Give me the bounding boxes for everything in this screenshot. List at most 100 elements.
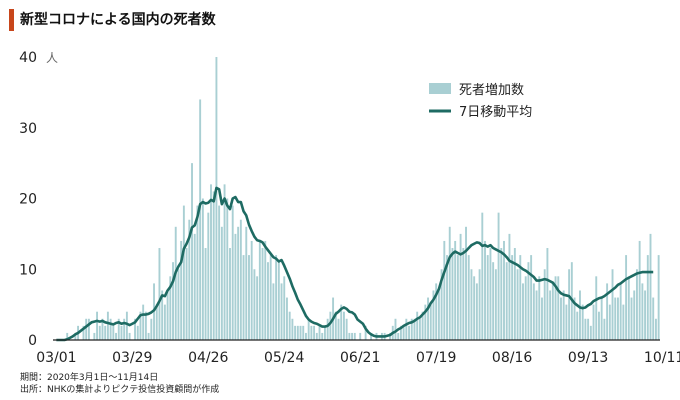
bar [364, 325, 367, 340]
x-tick-label: 03/01 [36, 350, 76, 366]
bar [456, 255, 459, 340]
bar [500, 248, 503, 340]
bar [619, 283, 622, 340]
bar [261, 248, 264, 340]
bar [633, 290, 636, 340]
legend-line-label: 7日移動平均 [459, 105, 532, 120]
bar [359, 332, 362, 340]
bar [595, 276, 598, 340]
bar [242, 255, 245, 340]
bar [87, 318, 90, 340]
bar [144, 311, 147, 340]
bar [229, 248, 231, 340]
bar [435, 283, 438, 340]
bar [201, 198, 204, 340]
bar [432, 290, 435, 340]
bar [644, 290, 647, 340]
bar [443, 240, 446, 340]
bar [98, 325, 101, 340]
bar [416, 311, 419, 340]
bar [150, 318, 153, 340]
bar [630, 297, 633, 340]
bar [478, 269, 481, 340]
bar [188, 219, 191, 340]
bar [522, 283, 524, 340]
bar [598, 311, 600, 340]
bar [172, 262, 174, 340]
bar [204, 248, 207, 340]
bar [196, 205, 199, 340]
bar [96, 311, 98, 340]
bar [193, 233, 196, 341]
bar [554, 276, 557, 340]
bar [408, 325, 410, 340]
legend-bar-swatch [429, 83, 451, 94]
bar [649, 233, 652, 341]
bar [622, 304, 625, 341]
bar [481, 212, 484, 340]
bar [617, 297, 619, 340]
x-tick-label: 09/13 [568, 350, 608, 366]
bar [394, 318, 397, 340]
bar [264, 240, 267, 340]
bar [340, 304, 343, 341]
bar [543, 269, 546, 340]
bar [437, 290, 440, 340]
bar [424, 304, 427, 341]
bar [353, 332, 356, 340]
x-tick-label: 10/11 [644, 350, 680, 366]
x-tick-label: 03/29 [112, 350, 152, 366]
bar [646, 255, 649, 340]
bar [337, 318, 340, 340]
bar [161, 290, 164, 340]
bar [532, 283, 535, 340]
bar [516, 269, 519, 340]
bar [418, 318, 421, 340]
chart-title: 新型コロナによる国内の死者数 [20, 12, 216, 28]
bar [210, 184, 212, 340]
bar [191, 163, 193, 341]
bar [231, 205, 234, 340]
bar [473, 276, 476, 340]
bar [272, 283, 275, 340]
bar [234, 233, 237, 341]
bar [101, 318, 104, 340]
y-tick-label: 20 [19, 192, 37, 208]
x-tick-label: 05/24 [264, 350, 304, 366]
bar [177, 269, 180, 340]
bar [427, 297, 429, 340]
bar [85, 318, 88, 340]
y-unit-label: 人 [46, 51, 58, 65]
bar [527, 262, 530, 340]
bar [185, 248, 188, 340]
bar [454, 240, 457, 340]
bar [253, 269, 256, 340]
bar [334, 311, 337, 340]
bar [462, 248, 465, 340]
footnote-source: 出所：NHKの集計よりピクテ投信投資顧問が作成 [20, 385, 220, 395]
bar [120, 325, 123, 340]
bar [283, 276, 286, 340]
bar [625, 255, 628, 340]
bar [513, 248, 516, 340]
bar [182, 205, 185, 340]
y-tick-label: 40 [19, 50, 37, 66]
bar [467, 255, 470, 340]
bar [220, 226, 223, 340]
bar [237, 226, 240, 340]
bar [305, 332, 307, 340]
bar [638, 240, 641, 340]
bar [74, 332, 77, 340]
bar [519, 255, 522, 340]
bar [250, 240, 253, 340]
bar [174, 226, 177, 340]
bar [489, 248, 492, 340]
bar [459, 233, 462, 341]
bar [497, 212, 500, 340]
bar [315, 332, 318, 340]
bar [494, 269, 497, 340]
bar [508, 233, 511, 341]
y-tick-label: 0 [28, 333, 37, 349]
bar [584, 318, 587, 340]
bar [207, 212, 210, 340]
